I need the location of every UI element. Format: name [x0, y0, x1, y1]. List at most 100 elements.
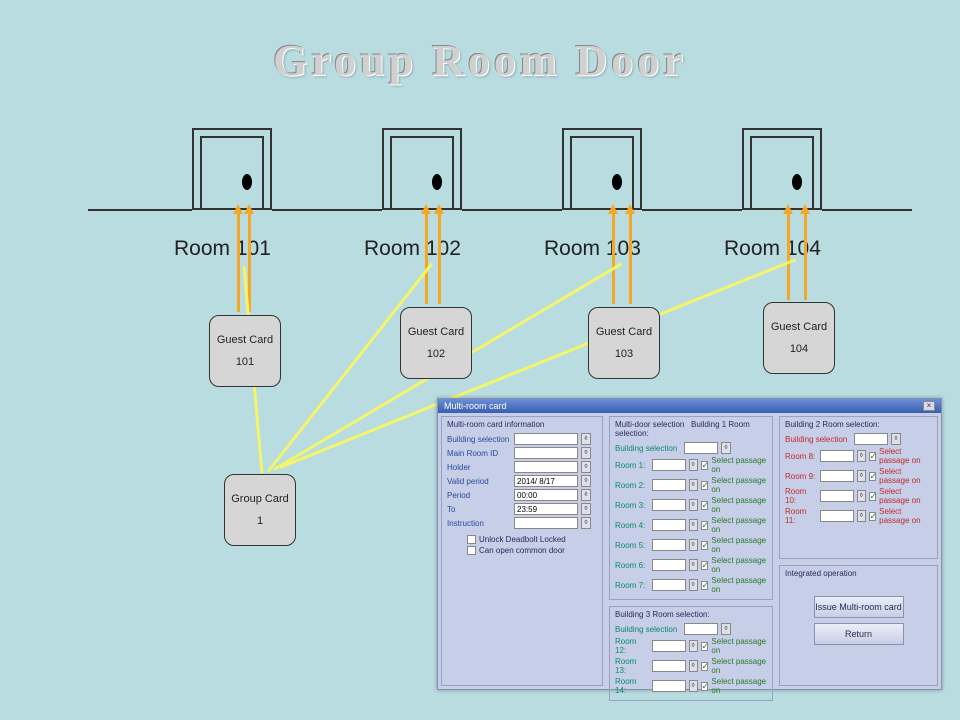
floor-segment: [88, 209, 192, 211]
field-input[interactable]: [514, 447, 578, 459]
room-input[interactable]: [652, 579, 686, 591]
room-label: Room 5:: [615, 541, 649, 550]
passage-checkbox[interactable]: [869, 492, 877, 501]
passage-checkbox[interactable]: [701, 461, 709, 470]
spinner-icon[interactable]: ◊: [581, 517, 591, 529]
spinner-icon[interactable]: ◊: [581, 489, 591, 501]
spinner-icon[interactable]: ◊: [857, 490, 865, 502]
spinner-icon[interactable]: ◊: [689, 559, 698, 571]
floor-segment: [642, 209, 742, 211]
room-input[interactable]: [820, 490, 854, 502]
passage-label: Select passage on: [711, 556, 767, 574]
room-input[interactable]: [652, 539, 686, 551]
spinner-icon[interactable]: ◊: [581, 447, 591, 459]
spinner-icon[interactable]: ◊: [857, 470, 865, 482]
col-right: Building 2 Room selection: Building sele…: [776, 413, 941, 689]
room-input[interactable]: [820, 470, 854, 482]
room-label: Room 13:: [615, 657, 649, 675]
spinner-icon[interactable]: ◊: [857, 510, 865, 522]
spinner-icon[interactable]: ◊: [689, 579, 698, 591]
passage-checkbox[interactable]: [701, 561, 709, 570]
spinner-icon[interactable]: ◊: [721, 623, 731, 635]
room-label: Room 4:: [615, 521, 649, 530]
spinner-icon[interactable]: ◊: [891, 433, 901, 445]
field-label: To: [447, 505, 511, 514]
dialog-titlebar: Multi-room card ×: [438, 399, 941, 413]
passage-label: Select passage on: [711, 456, 767, 474]
room-label: Room 1:: [615, 461, 649, 470]
passage-checkbox[interactable]: [701, 481, 709, 490]
spinner-icon[interactable]: ◊: [581, 461, 591, 473]
building-selection-input[interactable]: [854, 433, 888, 445]
field-input[interactable]: [514, 489, 578, 501]
spinner-icon[interactable]: ◊: [689, 680, 698, 692]
field-label: Instruction: [447, 519, 511, 528]
spinner-icon[interactable]: ◊: [689, 539, 698, 551]
room-input[interactable]: [652, 519, 686, 531]
spinner-icon[interactable]: ◊: [581, 503, 591, 515]
building-selection-input[interactable]: [684, 442, 718, 454]
room-input[interactable]: [820, 450, 854, 462]
building-selection-input[interactable]: [684, 623, 718, 635]
field-input[interactable]: [514, 433, 578, 445]
panel-building2: Building 2 Room selection: Building sele…: [779, 416, 938, 559]
room-label: Room 6:: [615, 561, 649, 570]
spinner-icon[interactable]: ◊: [689, 479, 698, 491]
checkbox-label: Can open common door: [479, 546, 565, 555]
field-input[interactable]: [514, 503, 578, 515]
room-input[interactable]: [652, 660, 686, 672]
spinner-icon[interactable]: ◊: [689, 640, 698, 652]
door: [382, 128, 462, 210]
issue-card-button[interactable]: Issue Multi-room card: [814, 596, 904, 618]
checkbox[interactable]: [467, 535, 476, 544]
spinner-icon[interactable]: ◊: [689, 459, 698, 471]
room-input[interactable]: [652, 640, 686, 652]
panel-card-info: Multi-room card information Building sel…: [441, 416, 603, 686]
spinner-icon[interactable]: ◊: [581, 433, 591, 445]
passage-checkbox[interactable]: [701, 501, 709, 510]
spinner-icon[interactable]: ◊: [581, 475, 591, 487]
door-handle-icon: [432, 174, 442, 190]
room-input[interactable]: [652, 499, 686, 511]
return-button[interactable]: Return: [814, 623, 904, 645]
spinner-icon[interactable]: ◊: [857, 450, 865, 462]
passage-label: Select passage on: [879, 447, 932, 465]
field-input[interactable]: [514, 461, 578, 473]
passage-label: Select passage on: [879, 467, 932, 485]
room-input[interactable]: [652, 680, 686, 692]
room-input[interactable]: [652, 479, 686, 491]
field-input[interactable]: [514, 475, 578, 487]
passage-checkbox[interactable]: [701, 581, 709, 590]
spinner-icon[interactable]: ◊: [689, 519, 698, 531]
door-inner: [200, 136, 264, 208]
passage-label: Select passage on: [711, 576, 767, 594]
passage-checkbox[interactable]: [701, 682, 709, 691]
floor-segment: [822, 209, 912, 211]
col-left: Multi-room card information Building sel…: [438, 413, 606, 689]
card-line2: 103: [589, 348, 659, 360]
checkbox[interactable]: [467, 546, 476, 555]
page-title: Group Room Door: [0, 35, 960, 86]
field-input[interactable]: [514, 517, 578, 529]
passage-checkbox[interactable]: [701, 541, 709, 550]
passage-checkbox[interactable]: [869, 472, 877, 481]
passage-checkbox[interactable]: [701, 521, 709, 530]
room-input[interactable]: [820, 510, 854, 522]
passage-checkbox[interactable]: [869, 512, 877, 521]
guest-card: Guest Card103: [588, 307, 660, 379]
passage-checkbox[interactable]: [701, 662, 709, 671]
passage-label: Select passage on: [711, 657, 767, 675]
close-icon[interactable]: ×: [923, 401, 935, 411]
room-input[interactable]: [652, 559, 686, 571]
passage-checkbox[interactable]: [701, 642, 709, 651]
spinner-icon[interactable]: ◊: [721, 442, 731, 454]
card-line1: Group Card: [225, 493, 295, 505]
panel-building1: Multi-door selection Building 1 Room sel…: [609, 416, 773, 600]
building-selection-label: Building selection: [615, 444, 681, 453]
room-input[interactable]: [652, 459, 686, 471]
spinner-icon[interactable]: ◊: [689, 660, 698, 672]
passage-label: Select passage on: [711, 516, 767, 534]
spinner-icon[interactable]: ◊: [689, 499, 698, 511]
passage-checkbox[interactable]: [869, 452, 877, 461]
arrow-up-icon: [248, 212, 251, 312]
